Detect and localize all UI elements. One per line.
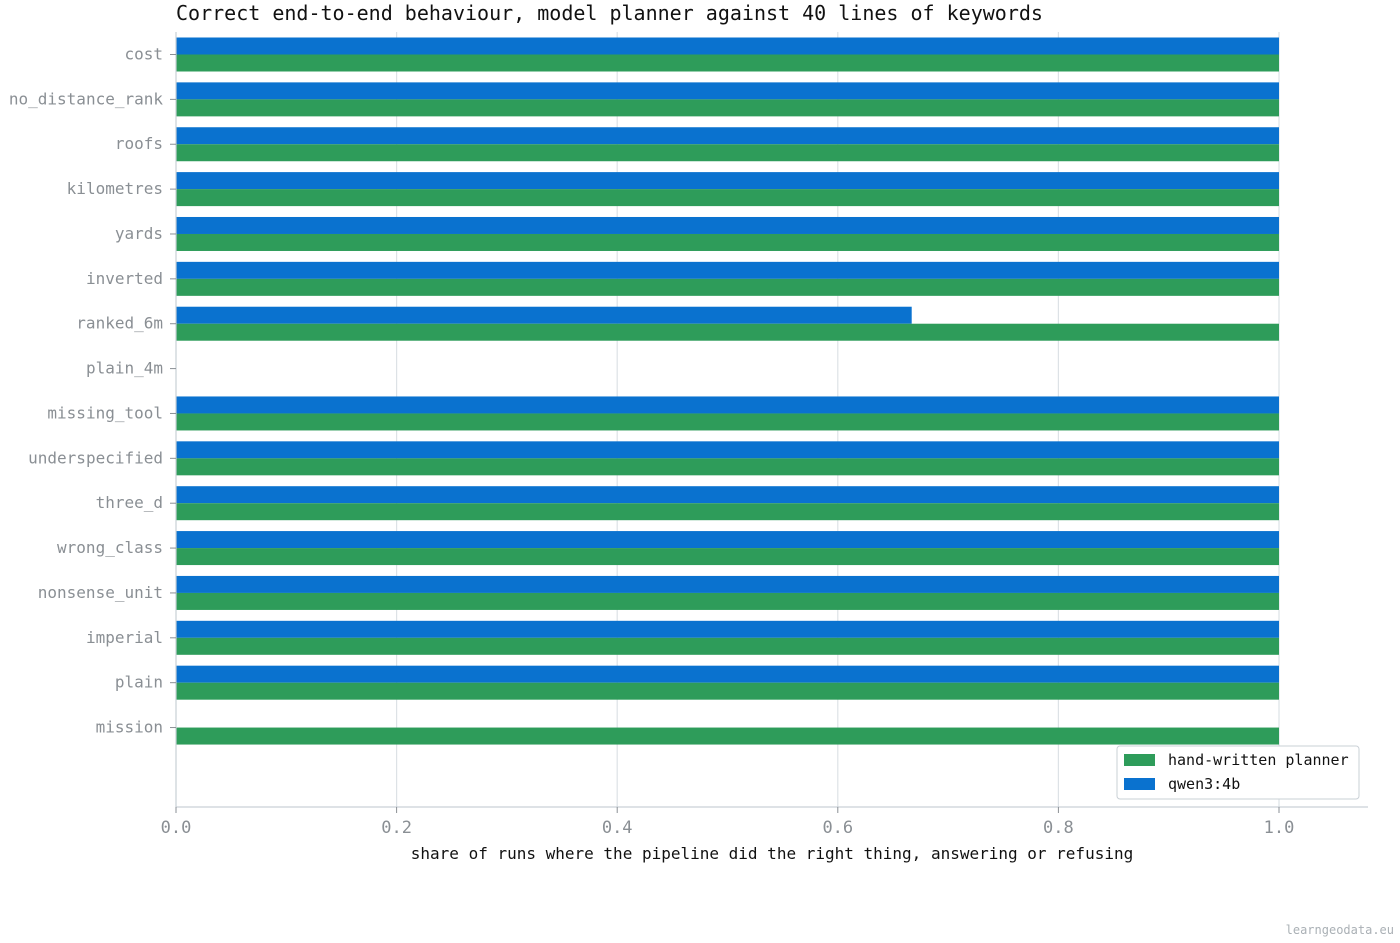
axes xyxy=(175,32,1368,808)
y-tick-label-inverted: inverted xyxy=(86,269,163,288)
bar-qwen-no_distance_rank xyxy=(176,82,1279,100)
bar-qwen-missing_tool xyxy=(176,396,1279,414)
bar-qwen-wrong_class xyxy=(176,531,1279,549)
bar-hand-written-kilometres xyxy=(176,189,1279,207)
bar-qwen-inverted xyxy=(176,261,1279,279)
y-tick-label-three_d: three_d xyxy=(96,493,163,512)
legend-label-hand-written: hand-written planner xyxy=(1168,751,1349,769)
bar-qwen-ranked_6m xyxy=(176,306,912,324)
bar-hand-written-plain xyxy=(176,682,1279,700)
x-tick-label-0.6: 0.6 xyxy=(822,818,853,838)
bar-hand-written-three_d xyxy=(176,503,1279,521)
x-tick-label-0.8: 0.8 xyxy=(1043,818,1074,838)
bar-hand-written-nonsense_unit xyxy=(176,592,1279,610)
y-tick-label-roofs: roofs xyxy=(115,134,163,153)
y-tick-label-missing_tool: missing_tool xyxy=(47,403,163,422)
bar-hand-written-imperial xyxy=(176,637,1279,655)
bar-hand-written-underspecified xyxy=(176,458,1279,476)
legend-box xyxy=(1116,745,1360,800)
footer-credit: learngeodata.eu xyxy=(1286,923,1394,937)
x-tick-label-1.0: 1.0 xyxy=(1264,818,1295,838)
bar-hand-written-missing_tool xyxy=(176,413,1279,431)
x-axis-label: share of runs where the pipeline did the… xyxy=(411,844,1133,863)
bar-hand-written-cost xyxy=(176,54,1279,72)
y-tick-label-underspecified: underspecified xyxy=(28,448,163,467)
y-tick-label-imperial: imperial xyxy=(86,628,163,647)
bar-hand-written-mission xyxy=(176,727,1279,745)
bar-qwen-nonsense_unit xyxy=(176,575,1279,593)
bar-hand-written-no_distance_rank xyxy=(176,99,1279,117)
bar-hand-written-ranked_6m xyxy=(176,323,1279,341)
legend: hand-written planner qwen3:4b xyxy=(1116,745,1360,800)
y-tick-label-plain: plain xyxy=(115,673,163,692)
y-tick-label-mission: mission xyxy=(96,718,163,737)
x-tick-labels: 0.0 0.2 0.4 0.6 0.8 1.0 xyxy=(161,807,1295,838)
chart-title: Correct end-to-end behaviour, model plan… xyxy=(176,1,1043,25)
bar-hand-written-roofs xyxy=(176,144,1279,162)
x-tick-label-0.2: 0.2 xyxy=(381,818,412,838)
x-tick-label-0.0: 0.0 xyxy=(161,818,192,838)
legend-swatch-qwen xyxy=(1124,778,1155,790)
y-tick-label-no_distance_rank: no_distance_rank xyxy=(9,89,163,108)
bars xyxy=(176,37,1279,745)
bar-qwen-yards xyxy=(176,216,1279,234)
y-tick-label-plain_4m: plain_4m xyxy=(86,359,163,378)
bar-hand-written-yards xyxy=(176,233,1279,251)
bar-hand-written-wrong_class xyxy=(176,548,1279,566)
bar-qwen-roofs xyxy=(176,127,1279,145)
bar-qwen-cost xyxy=(176,37,1279,55)
y-tick-label-wrong_class: wrong_class xyxy=(57,538,163,557)
bar-qwen-underspecified xyxy=(176,441,1279,459)
y-tick-label-kilometres: kilometres xyxy=(67,179,163,198)
bar-qwen-kilometres xyxy=(176,172,1279,190)
y-tick-label-yards: yards xyxy=(115,224,163,243)
y-tick-label-nonsense_unit: nonsense_unit xyxy=(38,583,163,602)
x-tick-label-0.4: 0.4 xyxy=(602,818,633,838)
bar-qwen-plain xyxy=(176,665,1279,683)
y-tick-label-cost: cost xyxy=(124,45,163,64)
legend-label-qwen: qwen3:4b xyxy=(1168,775,1240,793)
bar-qwen-imperial xyxy=(176,620,1279,638)
legend-swatch-hand-written xyxy=(1124,754,1155,766)
bar-qwen-three_d xyxy=(176,486,1279,504)
y-tick-label-ranked_6m: ranked_6m xyxy=(76,314,163,333)
bar-hand-written-inverted xyxy=(176,278,1279,296)
